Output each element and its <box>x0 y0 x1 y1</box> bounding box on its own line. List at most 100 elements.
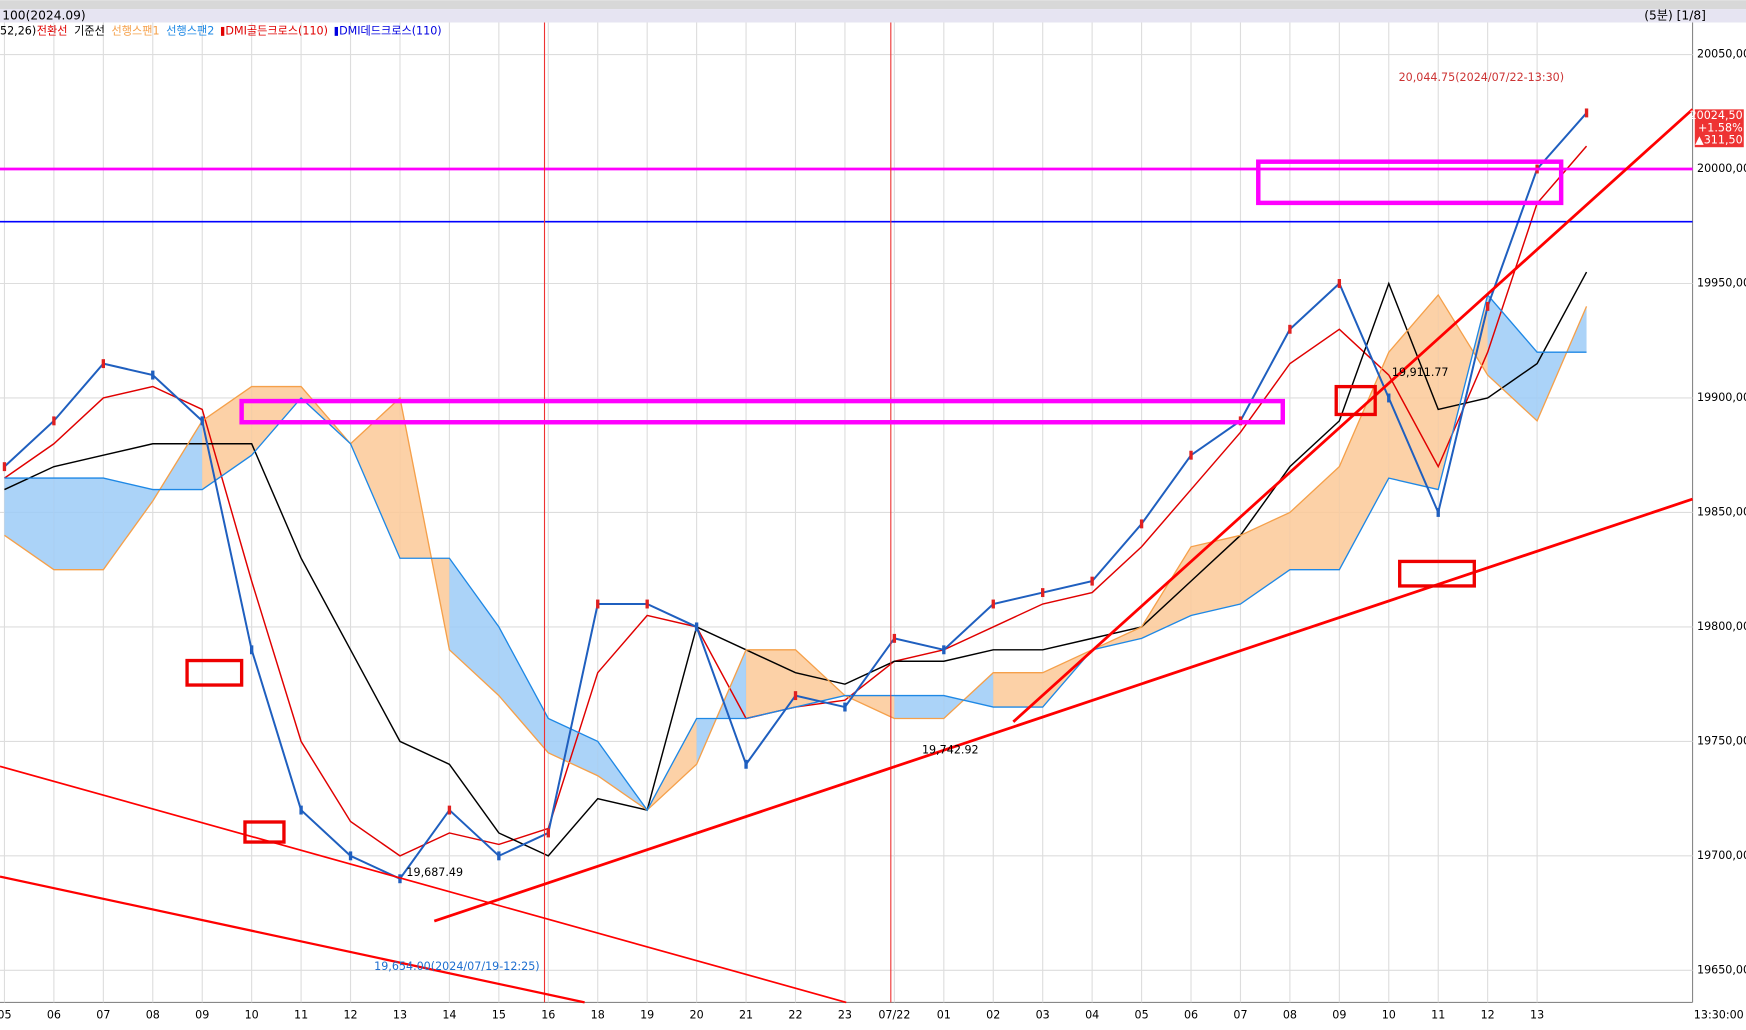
price-point <box>596 599 600 609</box>
annotation: 19,654.00(2024/07/19-12:25) <box>374 960 539 973</box>
cloud-segment <box>1289 466 1340 570</box>
price-point <box>1090 576 1094 586</box>
price-point <box>843 702 847 712</box>
x-tick-label: 22 <box>788 1009 802 1022</box>
x-tick-label: 10 <box>1382 1009 1396 1022</box>
price-point <box>1387 393 1391 403</box>
x-tick-label: 15 <box>492 1009 506 1022</box>
badge-change: ▲311,50 <box>1695 134 1742 147</box>
y-tick-label: 19850,00 <box>1697 505 1746 518</box>
x-tick-label: 12 <box>1481 1009 1495 1022</box>
legend-icon <box>334 26 338 36</box>
cloud-segment <box>4 478 54 570</box>
cloud-segment <box>894 695 944 719</box>
price-point <box>200 416 204 426</box>
y-tick-label: 19650,00 <box>1697 963 1746 976</box>
legend-icon <box>220 26 225 36</box>
annotation: 20,044.75(2024/07/22-13:30) <box>1399 71 1564 84</box>
indicator-line <box>4 293 1588 811</box>
x-tick-label: 08 <box>1283 1009 1297 1022</box>
y-tick-label: 20000,00 <box>1697 162 1746 175</box>
x-tick-label: 02 <box>986 1009 1000 1022</box>
price-point <box>694 622 699 632</box>
price-point <box>1485 301 1490 311</box>
x-tick-label: 06 <box>47 1009 61 1022</box>
price-point <box>151 370 155 380</box>
price-point <box>1436 507 1440 517</box>
x-tick-label: 23 <box>838 1009 852 1022</box>
highlight-boxes <box>185 159 1564 844</box>
price-point <box>249 645 254 655</box>
x-tick-label: 07 <box>96 1009 110 1022</box>
legend-item: 선행스팬2 <box>166 24 214 37</box>
price-point <box>447 805 452 815</box>
cloud-segment <box>498 626 549 753</box>
price-point <box>546 828 550 838</box>
price-point <box>348 851 353 861</box>
annotation: 19,687.49 <box>406 866 463 879</box>
x-tick-label: 07/22 <box>878 1009 910 1022</box>
price-badge <box>1694 109 1744 148</box>
x-tick-label: 13 <box>1530 1009 1544 1022</box>
cloud-segment <box>993 672 1043 708</box>
cloud-segment <box>1191 535 1241 616</box>
x-tick-label: 19 <box>640 1009 654 1022</box>
price-point <box>2 462 7 472</box>
x-tick-label: 09 <box>1332 1009 1346 1022</box>
cloud-segment <box>103 478 153 570</box>
x-tick-label: 20 <box>690 1009 704 1022</box>
trendlines <box>0 108 1694 1004</box>
badge-pct: +1.58% <box>1698 121 1743 134</box>
y-tick-label: 19700,00 <box>1697 849 1746 862</box>
x-tick-label: 09 <box>195 1009 209 1022</box>
y-tick-label: 19800,00 <box>1697 620 1746 633</box>
legend-item: 선행스팬1 <box>112 24 160 37</box>
price-point <box>892 633 897 643</box>
x-tick-label: 11 <box>1431 1009 1445 1022</box>
chart-title: 100(2024.09) <box>2 8 85 22</box>
badge-price: 20024,50 <box>1690 109 1743 122</box>
price-point <box>793 691 798 701</box>
top-bar <box>0 0 1746 10</box>
x-tick-label: 21 <box>739 1009 753 1022</box>
x-tick-label: 01 <box>937 1009 951 1022</box>
x-tick-label: 03 <box>1036 1009 1050 1022</box>
price-point <box>942 645 946 655</box>
x-tick-label: 18 <box>591 1009 605 1022</box>
window-label[interactable]: (5분) [1/8] <box>1644 8 1706 22</box>
annotation: 19,742.92 <box>922 744 979 757</box>
x-tick-label: 05 <box>1135 1009 1149 1022</box>
y-tick-label: 19950,00 <box>1697 276 1746 289</box>
x-tick-label: 10 <box>245 1009 259 1022</box>
price-point <box>1584 108 1589 118</box>
x-tick-label: 04 <box>1085 1009 1099 1022</box>
y-tick-label: 19750,00 <box>1697 734 1746 747</box>
price-point <box>1041 588 1045 598</box>
x-tick-label: 14 <box>442 1009 456 1022</box>
x-tick-label: 08 <box>146 1009 160 1022</box>
x-tick-label: 07 <box>1233 1009 1247 1022</box>
price-point <box>991 599 995 609</box>
cloud-segment <box>1339 352 1389 570</box>
cloud-segment <box>449 558 499 696</box>
y-tick-label: 19900,00 <box>1697 391 1746 404</box>
cloud-segment <box>1141 546 1192 639</box>
y-tick-label: 20050,00 <box>1697 48 1746 61</box>
legend-prefix: 52,26) <box>0 24 36 37</box>
cloud-segment <box>943 672 994 719</box>
legend-item: 전환선 <box>37 24 68 37</box>
cloud-segment <box>53 478 104 570</box>
price-point <box>299 805 303 815</box>
price-point <box>1139 519 1144 529</box>
x-tick-label: 13 <box>393 1009 407 1022</box>
x-tick-label: 11 <box>294 1009 308 1022</box>
indicator-line <box>4 271 1588 857</box>
price-point <box>1337 279 1342 288</box>
indicator-line <box>4 293 1587 812</box>
cloud-segment <box>1487 294 1538 421</box>
price-point <box>744 759 748 769</box>
cloud-segment <box>350 397 400 559</box>
price-point <box>101 359 106 369</box>
cloud-segment <box>1240 512 1290 605</box>
